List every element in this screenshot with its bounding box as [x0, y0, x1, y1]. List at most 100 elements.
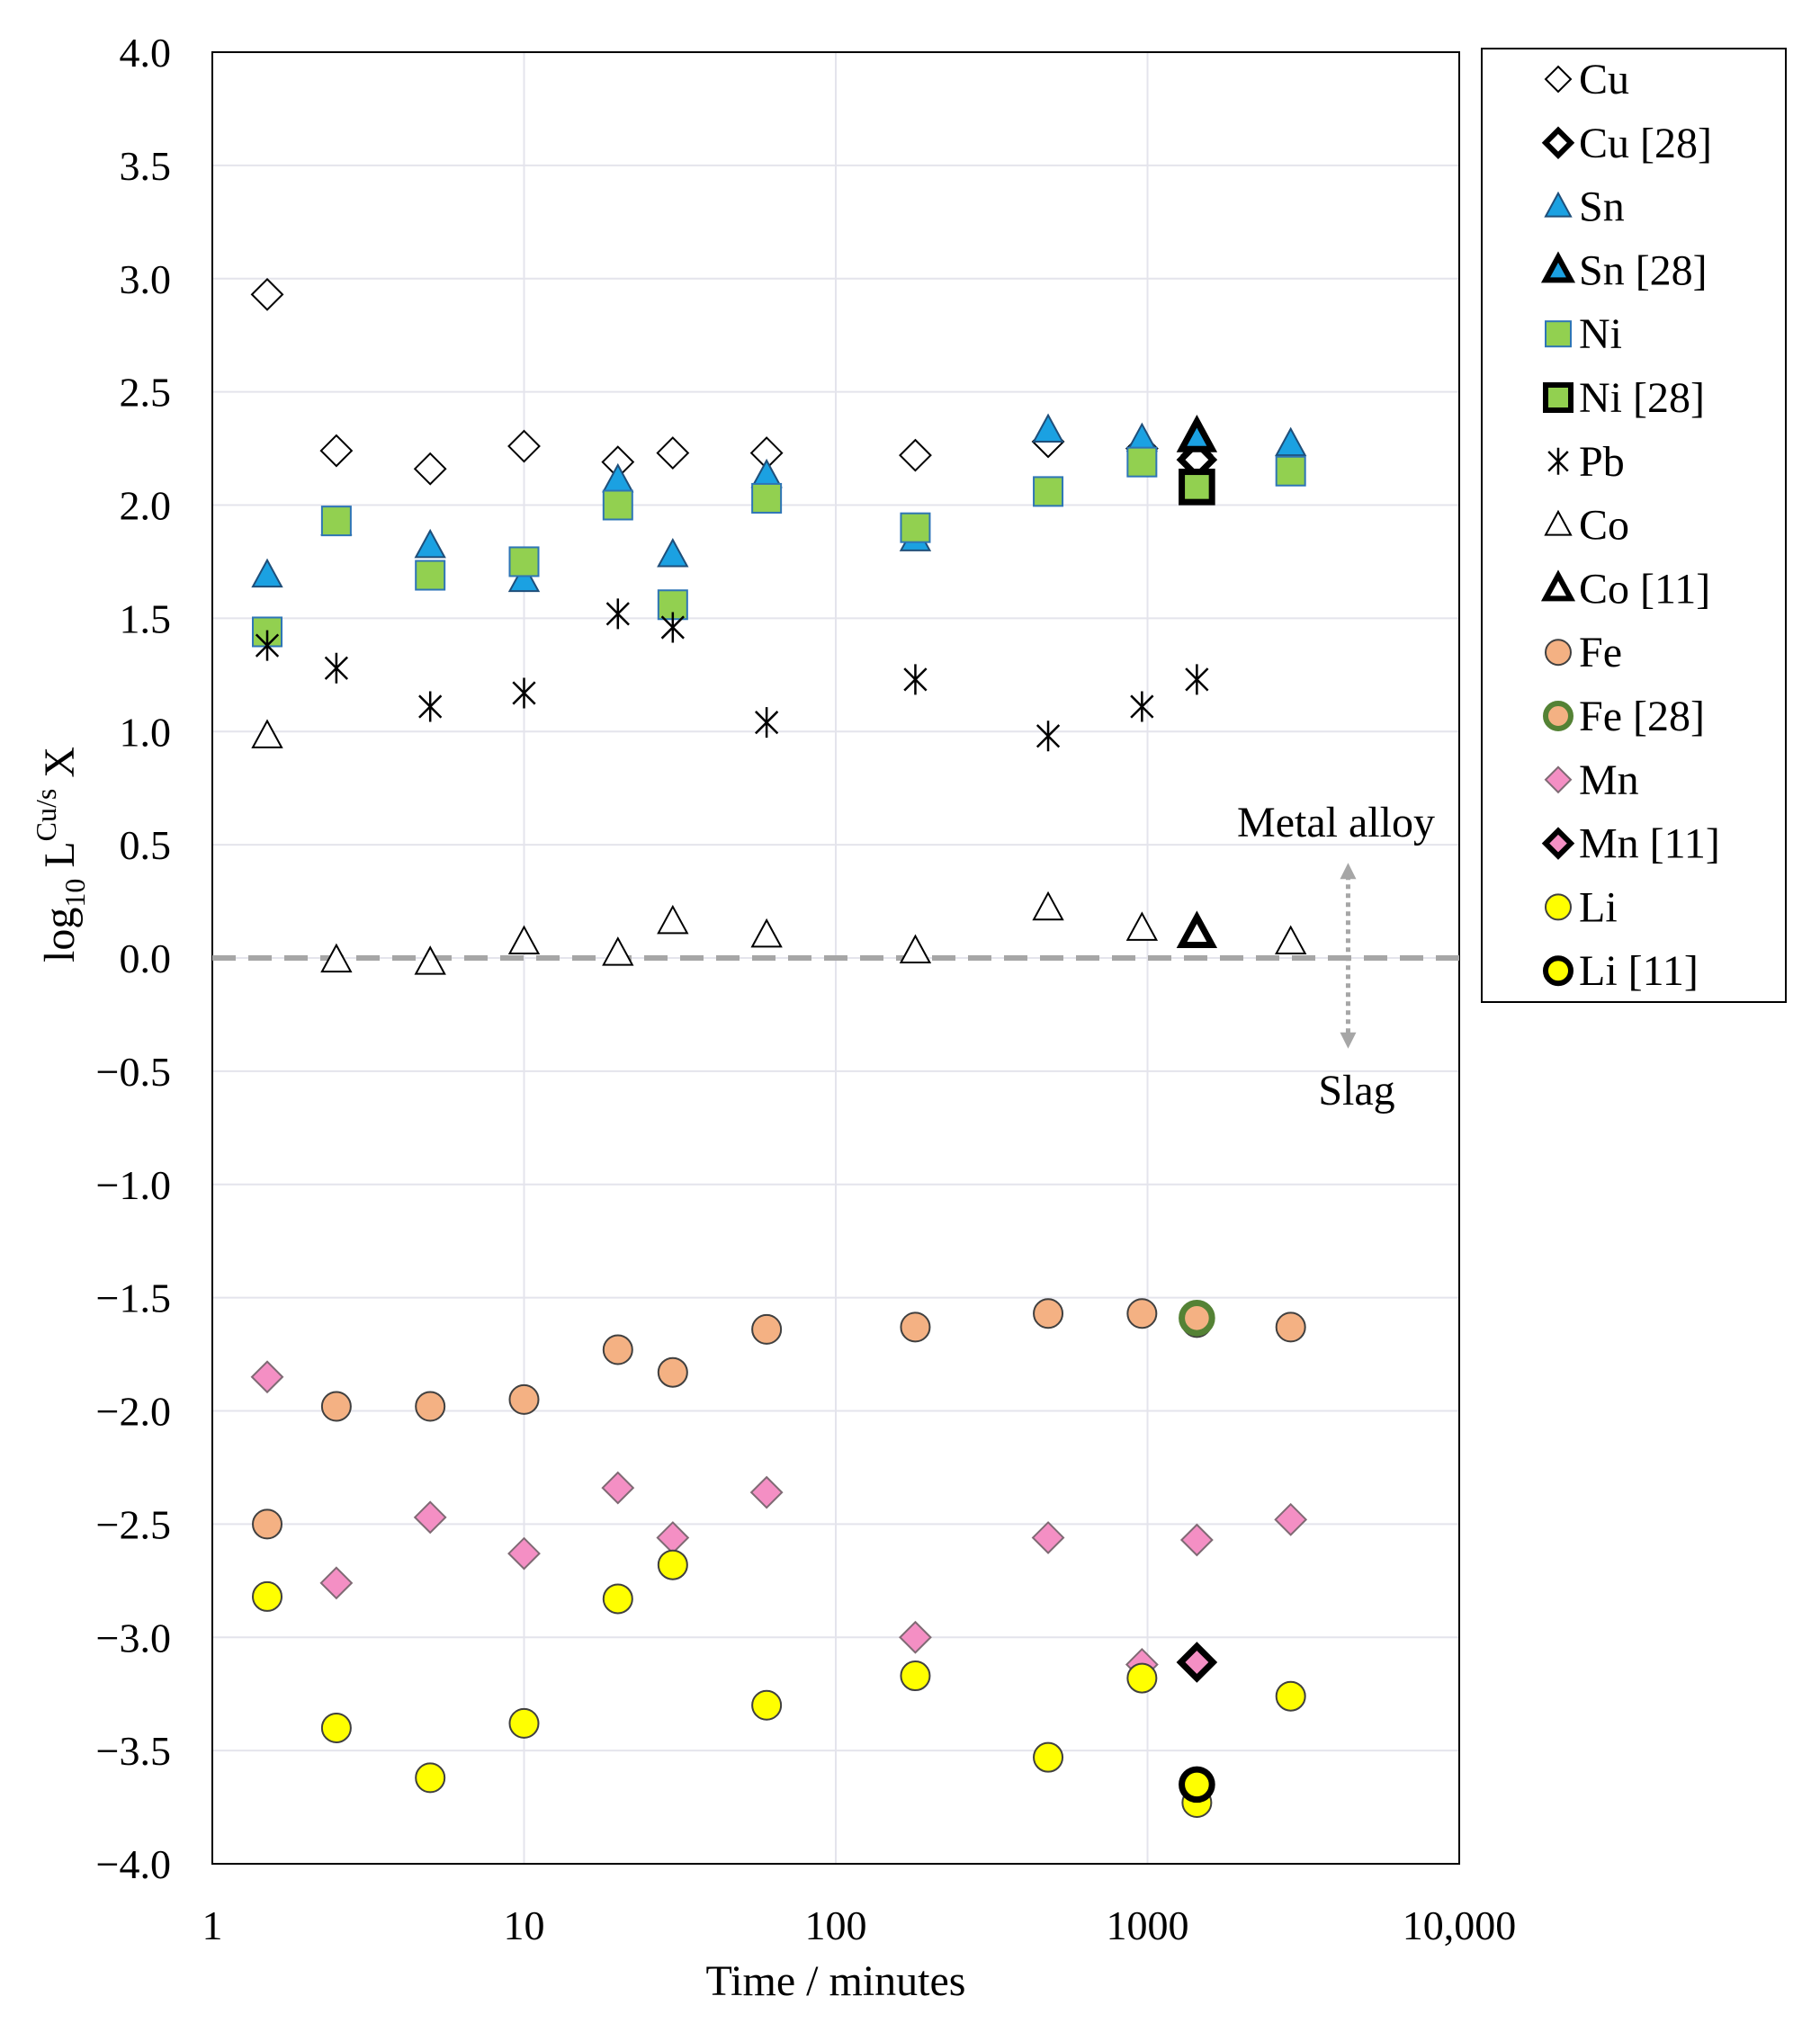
legend-label: Co [11]: [1579, 565, 1710, 613]
legend-label: Mn: [1579, 756, 1639, 804]
point-li: [602, 1583, 633, 1615]
point-mn: [507, 1536, 541, 1571]
legend-marker: [1540, 569, 1576, 602]
point-mn: [319, 1566, 354, 1600]
point-co: [1125, 911, 1159, 941]
point-pb: [324, 652, 349, 684]
y-tick-label: 0.5: [120, 822, 172, 868]
point-pb: [660, 612, 685, 643]
x-tick-label: 1000: [1107, 1902, 1189, 1948]
x-tick-label: 10: [504, 1902, 545, 1948]
point-fe-28: [1179, 1299, 1215, 1337]
legend-label: Li: [1579, 883, 1618, 931]
legend-label: Mn [11]: [1579, 820, 1720, 868]
y-tick-label: −1.0: [96, 1162, 171, 1208]
point-ni: [320, 506, 352, 537]
legend-marker: [1544, 191, 1573, 218]
point-li: [252, 1580, 283, 1612]
point-mn: [1031, 1521, 1065, 1554]
point-pb: [1130, 691, 1154, 722]
point-pb: [1185, 664, 1209, 695]
point-li: [751, 1689, 783, 1721]
point-sn: [251, 558, 283, 588]
legend-marker: [1547, 447, 1569, 475]
y-tick-label: 1.0: [120, 709, 172, 755]
point-li: [657, 1549, 688, 1580]
point-mn: [1274, 1502, 1308, 1536]
point-mn: [601, 1471, 635, 1505]
point-cu: [250, 277, 284, 311]
legend-label: Sn [28]: [1579, 246, 1708, 294]
x-axis-ticks: 1 10 100 1000 10,000: [202, 1902, 1517, 1948]
point-li: [415, 1762, 446, 1794]
point-fe: [415, 1391, 446, 1422]
point-li: [1275, 1680, 1306, 1712]
x-axis-label: Time / minutes: [706, 1957, 966, 2005]
legend-marker: [1544, 509, 1573, 536]
legend-label: Ni: [1579, 310, 1622, 358]
point-sn-28: [1176, 415, 1218, 452]
point-sn: [657, 537, 689, 568]
point-mn: [413, 1500, 447, 1535]
point-cu: [319, 434, 354, 468]
arrow-head-down: [1340, 1032, 1357, 1049]
legend-marker: [1544, 65, 1573, 94]
legend-marker: [1540, 251, 1576, 283]
y-axis-label: log10 LCu/s X: [30, 747, 91, 962]
point-co: [657, 904, 689, 935]
y-tick-label: 4.0: [120, 30, 172, 76]
legend-marker: [1544, 765, 1573, 794]
point-co: [414, 945, 446, 975]
point-sn: [1274, 426, 1307, 457]
point-cu: [656, 436, 690, 470]
data-points: [250, 277, 1308, 1819]
y-axis-ticks: 4.0 3.5 3.0 2.5 2.0 1.5 1.0 0.5 0.0 −0.5 −1.0 −1.5 −…: [96, 30, 171, 1887]
y-tick-label: −0.5: [96, 1049, 171, 1095]
legend-label: Co: [1579, 502, 1629, 550]
legend-marker: [1545, 639, 1572, 667]
point-ni: [900, 512, 931, 543]
point-co: [899, 934, 932, 964]
point-li: [508, 1707, 540, 1739]
point-co: [1032, 891, 1064, 921]
point-mn: [899, 1620, 932, 1654]
point-fe: [657, 1356, 688, 1388]
point-fe: [1126, 1298, 1158, 1329]
y-tick-label: 2.5: [120, 370, 172, 416]
point-li: [1126, 1662, 1158, 1694]
point-ni: [751, 482, 783, 514]
point-sn: [1032, 413, 1064, 443]
point-fe: [252, 1508, 283, 1540]
legend-marker: [1543, 955, 1573, 987]
y-tick-label: −2.5: [96, 1501, 171, 1547]
point-ni: [1275, 455, 1306, 487]
annotation-metal-alloy: Metal alloy: [1237, 799, 1435, 846]
point-pb: [255, 630, 280, 661]
point-pb: [605, 598, 630, 630]
y-tick-label: 3.0: [120, 256, 172, 302]
point-mn: [1179, 1523, 1214, 1557]
y-tick-label: −1.5: [96, 1276, 171, 1321]
y-tick-label: −2.0: [96, 1389, 171, 1435]
y-tick-label: 2.0: [120, 483, 172, 529]
legend-marker: [1545, 320, 1572, 348]
point-li: [320, 1712, 352, 1743]
point-li: [900, 1660, 931, 1692]
x-tick-label: 10,000: [1403, 1902, 1517, 1948]
y-tick-label: 3.5: [120, 143, 172, 189]
point-co: [750, 918, 783, 948]
point-fe: [751, 1313, 783, 1345]
annotation-slag: Slag: [1318, 1067, 1394, 1114]
point-ni: [1126, 446, 1158, 478]
point-fe: [320, 1391, 352, 1422]
point-sn: [414, 528, 446, 559]
arrow-head-up: [1340, 863, 1357, 880]
legend-marker: [1543, 701, 1573, 731]
point-pb: [418, 691, 443, 722]
point-pb: [755, 707, 779, 738]
point-mn-11: [1176, 1642, 1218, 1683]
point-pb: [903, 664, 928, 695]
point-co-11: [1176, 910, 1218, 949]
legend-label: Fe [28]: [1579, 693, 1705, 740]
